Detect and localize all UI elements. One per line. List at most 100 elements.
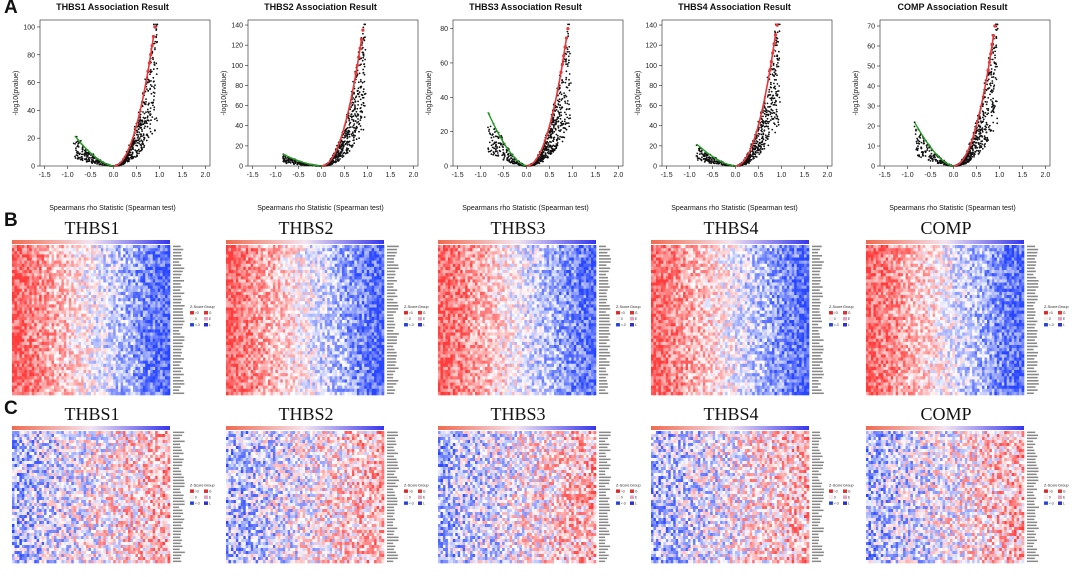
plot-frame [247,19,419,167]
volcano-point [563,120,566,123]
y-tick-label: 40 [440,95,448,102]
top-gene-point [361,28,365,32]
heatmap-cell [16,245,20,249]
volcano-point [343,151,346,154]
volcano-point [354,114,357,117]
heatmap-cell [63,357,67,361]
volcano-point [155,62,158,65]
heatmap-cell [19,313,23,318]
heatmap-cell [14,354,18,358]
volcano-point [354,108,356,111]
volcano-point [915,140,918,143]
heatmap-cell [49,366,52,371]
positive-correlation-curve [735,34,777,167]
heatmap-cell [16,273,20,277]
heatmap-cell [76,257,79,261]
heatmap-cell [58,345,62,349]
volcano-point [491,134,494,136]
heatmap-cell [56,301,60,305]
heatmap-cell [24,329,28,333]
volcano-point [147,111,150,114]
heatmap-cell [39,298,42,302]
volcano-point [557,126,560,129]
heatmap-cell [31,316,35,321]
heatmap-cell [39,273,42,277]
heatmap-cell [66,366,70,371]
x-tick-label: 0.0 [949,172,959,179]
heatmap-cell [24,370,28,374]
top-gene-point [772,42,776,46]
volcano-point [568,82,571,85]
heatmap-cell [66,266,70,271]
volcano-point [556,99,559,102]
heatmap-cell [51,385,55,390]
volcano-point [918,155,921,158]
heatmap-cell [31,291,35,296]
volcano-point [984,96,987,98]
heatmap-cell [44,332,47,336]
heatmap-cell [26,373,30,377]
heatmap-cell [21,320,25,324]
heatmap-cell [39,332,42,336]
volcano-point [328,163,330,166]
volcano-point [565,76,568,79]
heatmap-cell [63,273,67,277]
volcano-point [553,148,555,151]
heatmap-cell [68,273,72,277]
heatmap-cell [68,310,72,315]
volcano-point [128,154,130,157]
heatmap-cell [44,320,47,324]
volcano-point [969,158,972,161]
heatmap-cell [56,245,60,249]
volcano-point [778,30,781,33]
heatmap-cell [53,351,57,355]
volcano-point [155,35,158,38]
heatmap-cell [68,307,72,311]
volcano-point [147,90,150,92]
heatmap-cell [58,291,62,296]
volcano-point [75,147,77,150]
heatmap-cell [49,266,52,271]
volcano-point [363,65,366,68]
heatmap-cell [16,351,20,355]
volcano-point [974,137,977,140]
volcano-point [354,100,357,102]
x-tick-label: 0.0 [522,172,532,179]
heatmap-cell [14,254,18,258]
volcano-point [75,141,78,144]
volcano-point [92,161,95,163]
heatmap-cell [49,376,52,380]
volcano-point [357,120,360,123]
volcano-point [496,135,499,138]
volcano-point [977,149,980,152]
heatmap-cell [39,376,42,380]
heatmap-cell [36,251,40,255]
heatmap-cell [44,310,47,315]
heatmap-cell [58,376,62,380]
volcano-point [151,132,154,135]
heatmap-cell [51,307,55,311]
heatmap-cell [44,376,47,380]
volcano-point [549,145,552,148]
heatmap-cell [26,251,30,255]
volcano-point [922,139,925,142]
volcano-point [992,88,995,90]
heatmap-cell [46,366,50,371]
volcano-point [153,92,156,94]
volcano-point [570,82,572,84]
heatmap-cell [61,251,65,255]
volcano-point [969,156,972,159]
heatmap-cell [71,338,75,343]
heatmap-cell [44,354,47,358]
volcano-point [550,133,553,135]
volcano-point [558,106,561,109]
heatmap-cell [36,329,40,333]
heatmap-cell [53,391,57,396]
heatmap-cell [61,388,65,393]
heatmap-cell [39,323,42,327]
heatmap-cell [19,385,23,390]
heatmap-cell [61,266,65,271]
volcano-point [150,119,152,122]
heatmap-cell [68,357,72,361]
